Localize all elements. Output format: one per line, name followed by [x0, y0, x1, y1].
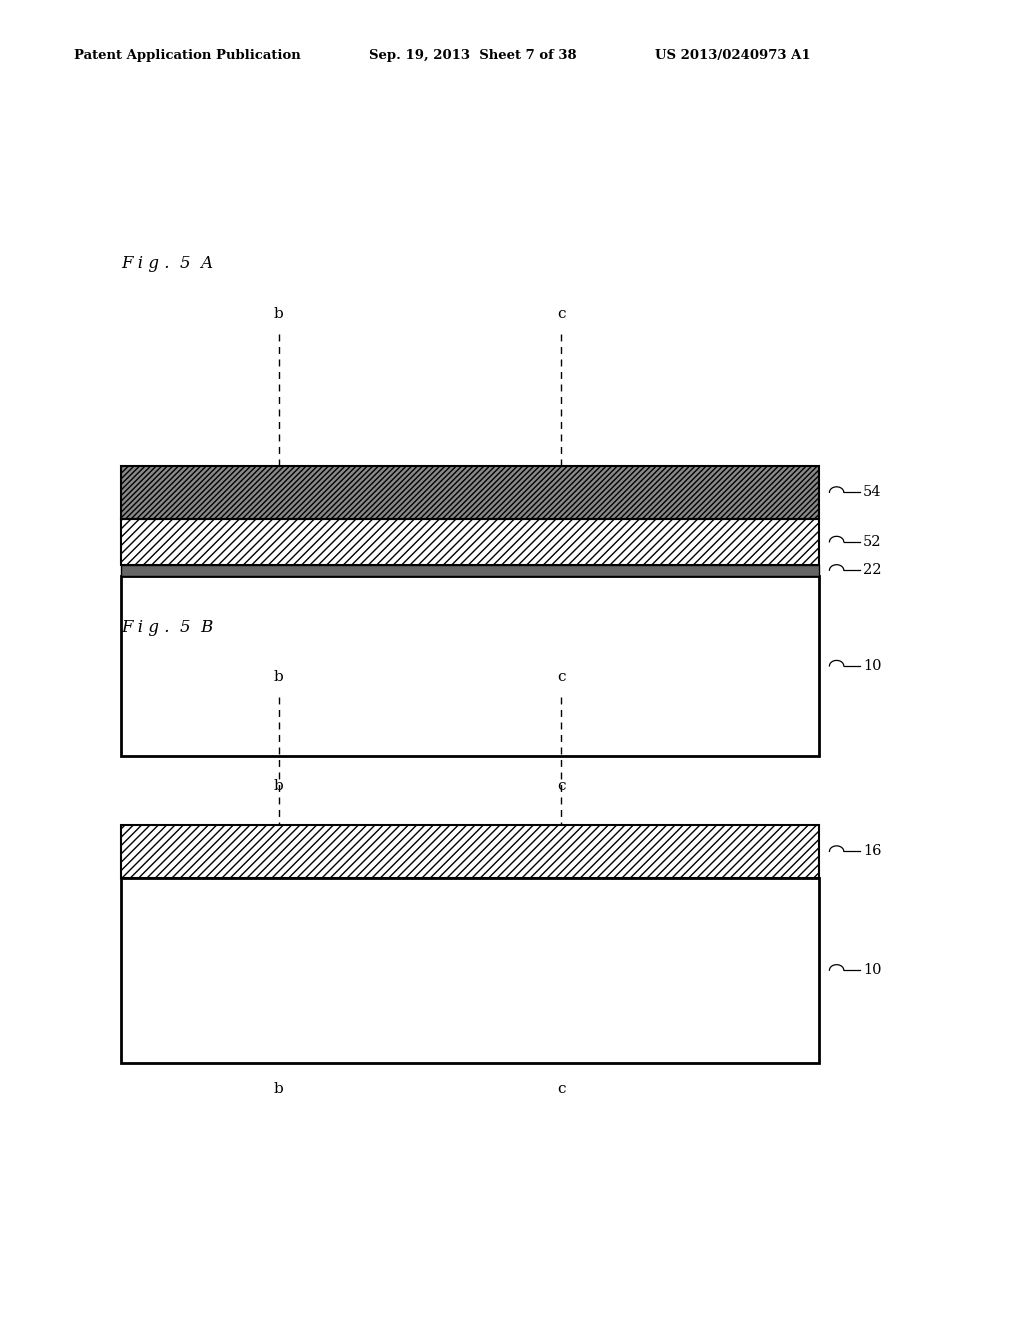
Bar [121, 519, 819, 565]
Bar [121, 466, 819, 519]
Text: b: b [273, 1082, 284, 1097]
Text: 10: 10 [863, 659, 882, 673]
Text: b: b [273, 669, 284, 684]
Text: b: b [273, 306, 284, 321]
Bar [121, 576, 819, 756]
Text: 16: 16 [863, 845, 882, 858]
Text: F i g .  5  A: F i g . 5 A [121, 256, 213, 272]
Text: 54: 54 [863, 486, 882, 499]
Text: c: c [557, 669, 565, 684]
Text: Patent Application Publication: Patent Application Publication [74, 49, 300, 62]
Text: c: c [557, 1082, 565, 1097]
Text: Sep. 19, 2013  Sheet 7 of 38: Sep. 19, 2013 Sheet 7 of 38 [369, 49, 577, 62]
Text: F i g .  5  B: F i g . 5 B [121, 619, 213, 635]
Text: 52: 52 [863, 535, 882, 549]
Bar [121, 878, 819, 1063]
Text: US 2013/0240973 A1: US 2013/0240973 A1 [655, 49, 811, 62]
Text: c: c [557, 779, 565, 793]
Bar [121, 466, 819, 519]
Text: 10: 10 [863, 964, 882, 977]
Bar [121, 825, 819, 878]
Text: b: b [273, 779, 284, 793]
Text: 22: 22 [863, 564, 882, 577]
Bar [121, 565, 819, 576]
Text: c: c [557, 306, 565, 321]
